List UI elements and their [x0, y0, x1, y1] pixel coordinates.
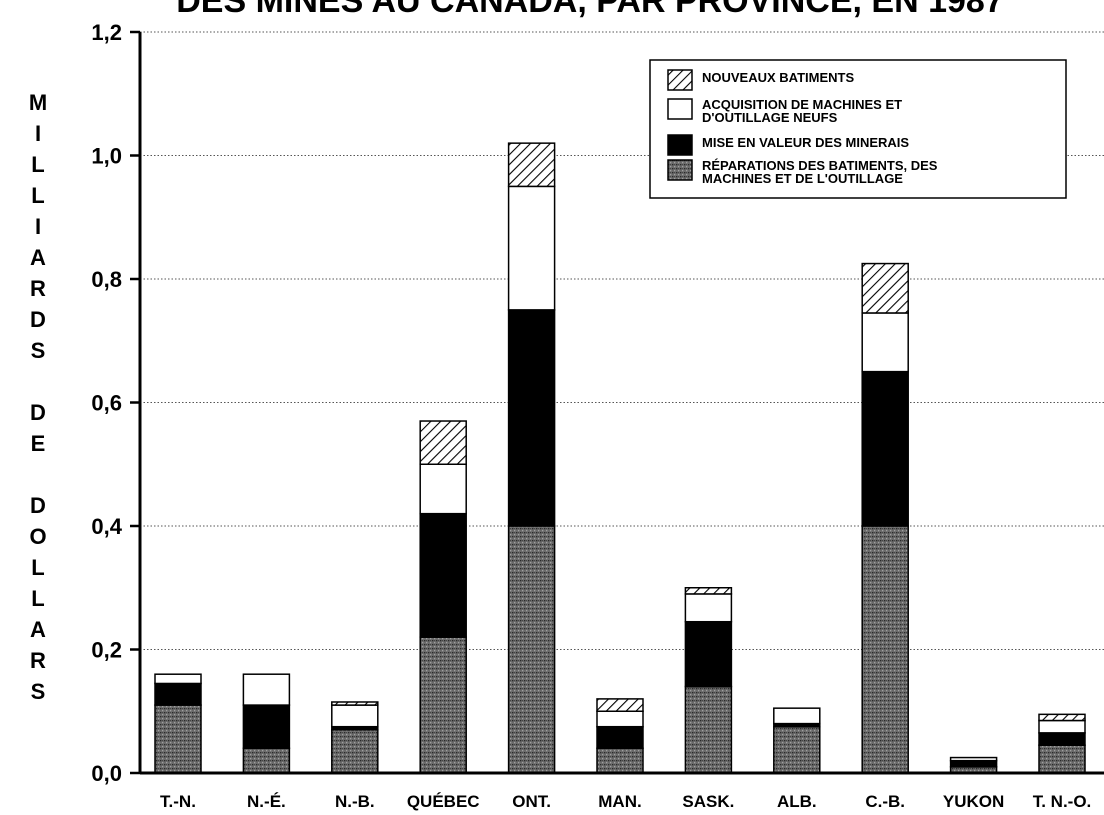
- bar-segment: [1038, 713, 1086, 722]
- bar-segment: [242, 704, 291, 750]
- bars: [154, 142, 1086, 774]
- bar-segment: [154, 704, 202, 774]
- x-tick-label: MAN.: [598, 792, 641, 811]
- y-axis-label-letter: S: [31, 679, 46, 704]
- bar-segment: [596, 725, 644, 750]
- x-tick-label: N.-B.: [335, 792, 375, 811]
- bar-segment: [861, 262, 909, 314]
- x-tick-label: QUÉBEC: [407, 792, 480, 811]
- bar-segment: [773, 707, 821, 725]
- y-axis-label-letter: A: [30, 617, 46, 642]
- legend-swatch: [667, 159, 693, 181]
- y-axis-label-letter: O: [29, 524, 46, 549]
- bar-segment: [596, 698, 644, 713]
- y-axis-label-letter: I: [35, 121, 41, 146]
- bar-segment: [331, 704, 379, 728]
- bar-segment: [861, 312, 909, 373]
- legend-label: MISE EN VALEUR DES MINERAIS: [702, 135, 909, 150]
- chart-title: DES MINES AU CANADA, PAR PROVINCE, EN 19…: [176, 0, 1004, 20]
- bar-segment: [773, 725, 821, 774]
- bar-segment: [419, 463, 467, 515]
- y-tick-label: 0,2: [91, 638, 122, 663]
- y-tick-label: 1,2: [91, 20, 122, 45]
- legend-label: NOUVEAUX BATIMENTS: [702, 70, 854, 85]
- bar-segment: [507, 185, 556, 311]
- y-axis-label-letter: D: [30, 307, 46, 332]
- y-axis-label-letter: L: [31, 183, 44, 208]
- legend-label: RÉPARATIONS DES BATIMENTS, DES MACHINES E…: [702, 158, 938, 186]
- bar-segment: [419, 636, 467, 774]
- x-tick-label: ONT.: [512, 792, 551, 811]
- y-axis-ticks: 0,0 0,2 0,4 0,6 0,8 1,0 1,2: [91, 20, 140, 786]
- y-axis-label-letter: L: [31, 152, 44, 177]
- y-axis-label-letter: L: [31, 586, 44, 611]
- y-axis-label-letter: M: [29, 90, 47, 115]
- bar-segment: [949, 756, 998, 762]
- bar-segment: [507, 142, 556, 188]
- bar-segment: [419, 420, 467, 465]
- legend-swatch: [667, 98, 693, 120]
- bar-segment: [419, 512, 467, 638]
- y-tick-label: 1,0: [91, 144, 122, 169]
- bar-segment: [596, 747, 644, 774]
- y-tick-label: 0,0: [91, 761, 122, 786]
- x-tick-label: T. N.-O.: [1033, 792, 1092, 811]
- legend-swatch: [667, 134, 693, 156]
- bar-segment: [1038, 719, 1086, 734]
- bar-segment: [1038, 732, 1086, 746]
- bar-segment: [507, 309, 556, 527]
- x-axis-labels: T.-N. N.-É. N.-B. QUÉBEC ONT. MAN. SASK. ALB. C.…: [160, 792, 1091, 811]
- legend-swatch: [667, 69, 693, 91]
- y-axis-label-letter: S: [31, 338, 46, 363]
- bar-segment: [684, 593, 733, 623]
- bar-segment: [684, 587, 733, 595]
- bar-segment: [949, 759, 998, 768]
- bar-segment: [684, 620, 733, 688]
- y-axis-label-letter: D: [30, 400, 46, 425]
- y-axis-label-letter: R: [30, 648, 46, 673]
- bar-segment: [861, 370, 909, 527]
- bar-segment: [154, 682, 202, 706]
- legend: NOUVEAUX BATIMENTS ACQUISITION DE MACHINE…: [649, 59, 1067, 199]
- y-tick-label: 0,6: [91, 391, 122, 416]
- bar-segment: [684, 685, 733, 774]
- bar-segment: [596, 710, 644, 728]
- y-tick-label: 0,4: [91, 514, 122, 539]
- bar-segment: [1038, 744, 1086, 774]
- y-axis-label-letter: D: [30, 493, 46, 518]
- x-tick-label: ALB.: [777, 792, 817, 811]
- y-axis-label-letter: I: [35, 214, 41, 239]
- bar-segment: [242, 747, 291, 774]
- legend-box: [649, 59, 1067, 199]
- y-tick-label: 0,8: [91, 267, 122, 292]
- y-axis-label-letter: A: [30, 245, 46, 270]
- y-axis-label-letter: L: [31, 555, 44, 580]
- bar-segment: [242, 673, 291, 706]
- bar-segment: [331, 701, 379, 706]
- bar-segment: [154, 673, 202, 685]
- bar-segment: [861, 525, 909, 774]
- x-tick-label: C.-B.: [865, 792, 905, 811]
- legend-label: ACQUISITION DE MACHINES ET D'OUTILLAGE NE…: [702, 97, 902, 125]
- x-tick-label: T.-N.: [160, 792, 196, 811]
- bar-segment: [331, 729, 379, 774]
- x-tick-label: YUKON: [943, 792, 1004, 811]
- x-tick-label: N.-É.: [247, 792, 286, 811]
- x-tick-label: SASK.: [682, 792, 734, 811]
- y-axis-label-letter: E: [31, 431, 46, 456]
- bar-segment: [507, 525, 556, 774]
- y-axis-label-letter: R: [30, 276, 46, 301]
